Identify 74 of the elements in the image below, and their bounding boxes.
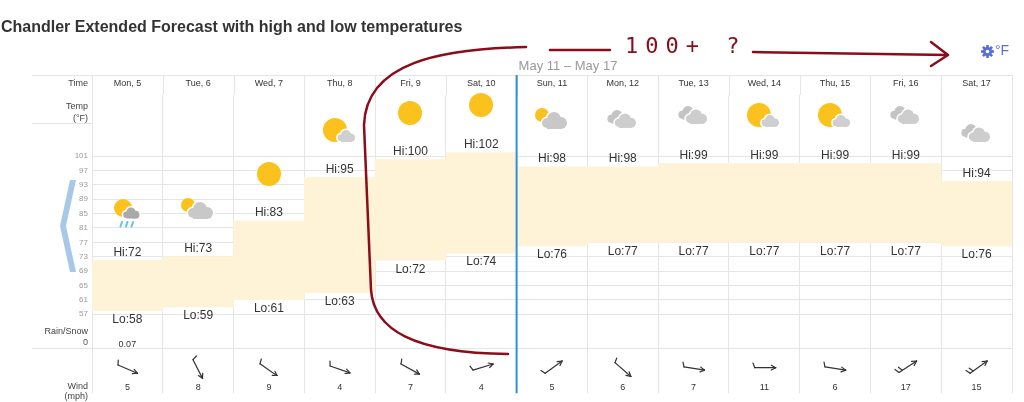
y-tick-label: 77 <box>79 237 89 247</box>
y-tick-label: 101 <box>74 151 89 161</box>
annotation: 7 <box>407 382 413 393</box>
annotation: 4 <box>478 382 484 393</box>
annotation: Lo:72 <box>395 261 426 276</box>
x-tick-label: Mon, 5 <box>113 78 142 89</box>
text: Wind (mph) <box>64 381 88 402</box>
annotation: 9 <box>266 382 272 393</box>
x-tick-label: Thu, 15 <box>819 78 851 89</box>
annotation: Lo:59 <box>183 308 214 323</box>
x-tick-label: Wed, 14 <box>747 78 781 89</box>
annotation: Lo:58 <box>112 311 143 326</box>
annotation: Lo:77 <box>607 243 639 258</box>
annotation: Lo:77 <box>890 243 922 258</box>
annotation: Lo:77 <box>820 243 851 258</box>
annotation: Lo:76 <box>961 247 992 262</box>
x-tick-label: Tue, 13 <box>678 78 709 89</box>
annotation: Hi:99 <box>891 147 921 162</box>
text: Rain/Snow <box>44 326 89 337</box>
annotation: 8 <box>195 382 201 393</box>
x-tick-label: Wed, 7 <box>254 78 284 89</box>
annotation: 5 <box>124 382 130 393</box>
annotation: Lo:77 <box>678 243 709 258</box>
annotation: 17 <box>900 382 911 393</box>
annotation: Hi:102 <box>463 136 499 151</box>
annotation: Hi:73 <box>184 240 213 255</box>
x-tick-label: Mon, 12 <box>606 78 640 89</box>
annotation: 6 <box>832 382 838 393</box>
y-tick-label: 97 <box>79 165 89 175</box>
ref-line-label: May 11 – May 17 <box>518 57 618 73</box>
x-tick-label: Fri, 16 <box>893 78 919 89</box>
annotation: Lo:76 <box>536 247 568 262</box>
x-tick-label: Thu, 8 <box>326 78 353 89</box>
annotation: Hi:72 <box>113 244 142 259</box>
y-tick-label: 89 <box>79 194 89 204</box>
x-tick-label: Sun, 11 <box>536 78 568 89</box>
x-tick-label: Sat, 17 <box>962 78 991 89</box>
y-tick-label: 93 <box>79 180 89 190</box>
annotation: Lo:74 <box>466 254 497 269</box>
annotation: Hi:98 <box>537 151 567 166</box>
y-tick-label: 69 <box>79 266 89 276</box>
x-tick-label: Fri, 9 <box>400 78 421 89</box>
x-axis-title: Time <box>68 77 88 88</box>
annotation: 11 <box>759 382 769 393</box>
text: 0 <box>82 337 88 348</box>
y-tick-label: 61 <box>79 294 89 304</box>
y-tick-label: 85 <box>79 208 89 218</box>
text: 100+ ? <box>625 32 747 58</box>
annotation: 5 <box>549 382 555 393</box>
annotation: Hi:94 <box>962 165 991 180</box>
y-tick-label: 57 <box>79 309 89 319</box>
text: °F <box>995 41 1010 58</box>
annotation: Hi:99 <box>679 147 708 162</box>
annotation: 0.07 <box>118 339 137 350</box>
annotation: Hi:99 <box>750 147 779 162</box>
annotation: 6 <box>620 382 626 393</box>
y-tick-label: 73 <box>79 251 89 261</box>
annotation: Lo:61 <box>253 301 285 316</box>
y-tick-label: 65 <box>79 280 89 290</box>
annotation: 15 <box>971 382 982 393</box>
annotation: Hi:98 <box>608 151 638 166</box>
annotation: Lo:63 <box>324 293 356 308</box>
annotation: Hi:95 <box>325 161 355 176</box>
annotation: Hi:83 <box>254 205 284 220</box>
chart-title: Chandler Extended Forecast with high and low temperatures <box>1 18 463 36</box>
x-tick-label: Tue, 6 <box>185 78 211 89</box>
annotation: Lo:77 <box>749 243 780 258</box>
x-tick-label: Sat, 10 <box>466 78 496 89</box>
annotation: 7 <box>691 382 697 393</box>
annotation: Hi:100 <box>393 143 429 158</box>
annotation: 4 <box>337 382 343 393</box>
y-tick-label: 81 <box>79 223 89 233</box>
annotation: Hi:99 <box>821 147 850 162</box>
y-axis-title: Temp (°F) <box>65 101 88 123</box>
